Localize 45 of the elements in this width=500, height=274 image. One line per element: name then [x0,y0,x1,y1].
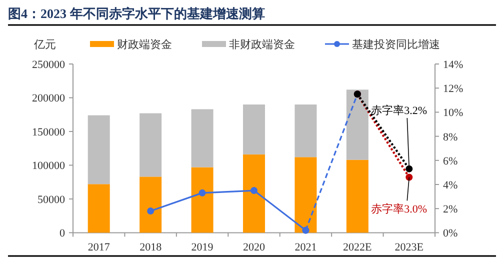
y-tick-label: 200000 [32,92,66,105]
bar [140,176,162,233]
series-label: 赤字率3.2% [371,104,428,117]
bar [140,113,162,177]
x-tick-label: 2018 [140,242,162,254]
y2-tick-label: 2% [443,204,458,216]
bar [88,115,110,184]
x-tick-label: 2022E [343,242,372,254]
y-tick-label: 0 [60,228,66,240]
chart-title: 图4：2023 年不同赤字水平下的基建增速测算 [8,6,265,21]
bar [346,160,368,233]
y2-tick-label: 14% [443,59,464,71]
x-tick-label: 2021 [294,242,317,254]
y-axis-title: 亿元 [33,39,56,51]
bar [346,90,368,160]
bar [294,104,317,158]
x-tick-label: 2017 [88,242,110,254]
legend-label: 非财政端资金 [229,38,295,51]
point [406,174,413,181]
y2-tick-label: 8% [443,131,458,144]
bar [88,184,110,233]
point [302,226,310,234]
bar [294,157,317,233]
y-tick-label: 50000 [38,194,66,206]
text: 赤字率3.0% [371,202,428,216]
bar [191,109,214,168]
bar [191,167,214,233]
bar [243,154,265,233]
x-tick-label: 2019 [191,242,214,254]
y-tick-label: 250000 [32,59,66,71]
bar [243,104,265,154]
y-tick-label: 100000 [32,160,66,172]
y2-tick-label: 10% [443,107,464,120]
point [198,189,206,196]
legend-label: 基建投资同比增速 [352,38,440,51]
legend-label: 财政端资金 [117,38,172,51]
x-tick-label: 2020 [243,242,266,254]
y-tick-label: 150000 [32,126,66,138]
y2-tick-label: 0% [443,228,458,240]
x-tick-label: 2023E [394,242,424,254]
y2-tick-label: 12% [443,83,464,96]
point [250,187,258,194]
y2-tick-label: 4% [443,180,458,192]
y2-tick-label: 6% [443,155,458,168]
point [147,208,154,215]
